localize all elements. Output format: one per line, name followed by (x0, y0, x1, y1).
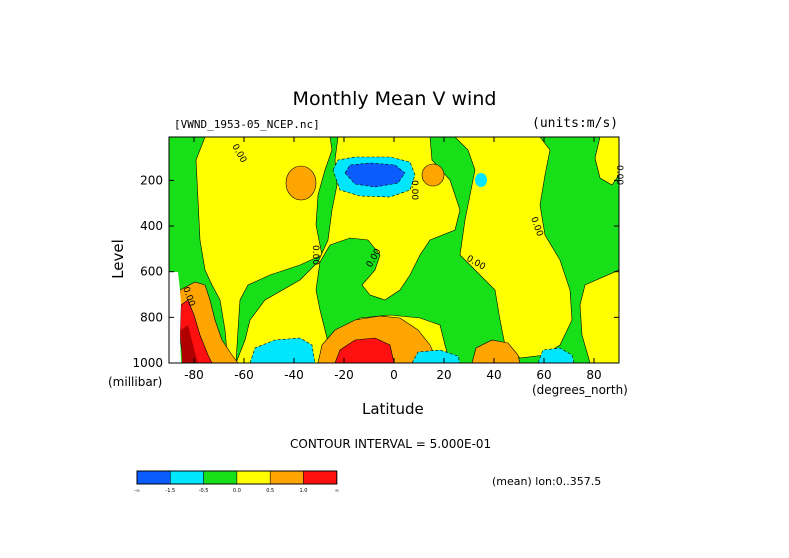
field-missing (169, 272, 181, 363)
x-tick-label: 60 (536, 368, 551, 382)
y-ticks: 200 400 600 800 1000 (132, 173, 619, 370)
contour-label: 0.00 (310, 245, 320, 265)
field-darkred-high-lat (181, 325, 198, 363)
y-tick-label: 400 (140, 219, 163, 233)
x-tick-label: -40 (284, 368, 304, 382)
contour-label: 0.00 (409, 180, 419, 200)
x-tick-label: 40 (486, 368, 501, 382)
colorbar-swatch (203, 470, 238, 485)
x-tick-label: -80 (184, 368, 204, 382)
field-yellow-center (235, 137, 461, 363)
colorbar-tick-label: 1.0 (300, 488, 308, 494)
y-unit-label: (millibar) (108, 375, 163, 389)
field-cyan-surface-mid (411, 349, 461, 363)
units-label: (units:m/s) (532, 116, 619, 131)
x-unit-label: (degrees_north) (532, 383, 628, 397)
field-cyan-surface-right (537, 347, 575, 363)
field-blue-core (344, 162, 406, 188)
field-yellow-right (454, 137, 573, 359)
field-red-surface-center (334, 337, 395, 363)
chart-title: Monthly Mean V wind (292, 88, 497, 110)
field-orange-surface-right (471, 339, 521, 363)
x-tick-label: -60 (234, 368, 254, 382)
colorbar-swatch (170, 470, 204, 485)
x-tick-label: 20 (436, 368, 451, 382)
x-tick-label: 80 (586, 368, 601, 382)
colorbar-tick-label: 0.0 (233, 488, 241, 494)
colorbar-tick-label: -0.5 (199, 488, 209, 494)
colorbar: -∞ -1.5 -0.5 0.0 0.5 1.0 ∞ (134, 470, 339, 494)
x-tick-label: 0 (390, 368, 398, 382)
y-tick-label: 200 (140, 173, 163, 187)
colorbar-tick-label: ∞ (335, 488, 339, 494)
dataset-label: [VWND_1953-05_NCEP.nc] (174, 118, 320, 131)
contour-fields (169, 137, 619, 363)
x-tick-label: -20 (334, 368, 354, 382)
colorbar-swatch (269, 470, 304, 485)
field-yellow-far-right (579, 269, 619, 363)
field-cyan-surface-left (249, 337, 316, 363)
x-axis-label: Latitude (362, 400, 424, 418)
y-tick-label: 600 (140, 265, 163, 279)
field-orange-upper-left (285, 165, 317, 201)
colorbar-swatch (136, 470, 171, 485)
colorbar-swatch (236, 470, 271, 485)
colorbar-tick-label: -1.5 (165, 488, 175, 494)
contour-interval-label: CONTOUR INTERVAL = 5.000E-01 (290, 437, 492, 451)
colorbar-swatch (303, 470, 338, 485)
y-tick-label: 1000 (132, 356, 163, 370)
x-ticks: -80 -60 -40 -20 0 20 40 60 80 (184, 137, 602, 382)
colorbar-tick-label: -∞ (134, 488, 140, 494)
field-yellow-right-top (594, 137, 619, 186)
field-orange-upper-right (421, 163, 445, 187)
colorbar-tick-label: 0.5 (266, 488, 274, 494)
colorbar-frame (136, 470, 338, 485)
mean-label: (mean) lon:0..357.5 (492, 475, 602, 488)
y-tick-label: 800 (140, 310, 163, 324)
field-cyan-small (475, 173, 487, 187)
